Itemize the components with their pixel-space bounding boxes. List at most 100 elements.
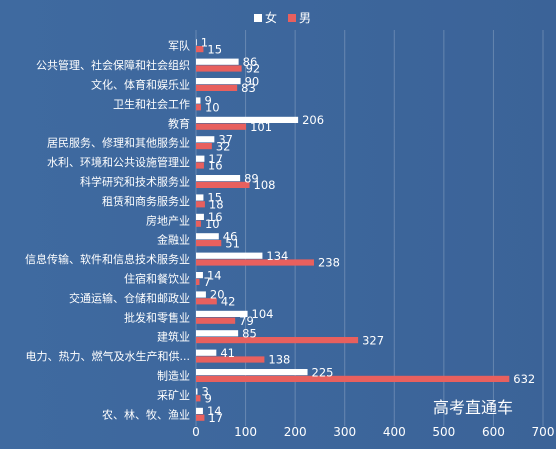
grid — [195, 30, 544, 426]
bar — [196, 181, 250, 188]
data-label: 46 — [223, 230, 238, 244]
bar — [196, 78, 241, 85]
category-label: 信息传输、软件和信息技术服务业 — [25, 252, 190, 266]
data-label: 32 — [216, 139, 231, 153]
category-label: 公共管理、社会保障和社会组织 — [36, 58, 190, 72]
bar — [196, 162, 204, 169]
bar — [196, 259, 314, 266]
data-label: 225 — [312, 365, 334, 379]
x-tick-label: 400 — [383, 425, 406, 439]
category-label: 金融业 — [157, 233, 190, 247]
category-label: 电力、热力、燃气及水生产和供... — [26, 349, 191, 363]
category-label: 文化、体育和娱乐业 — [91, 78, 190, 92]
bar — [196, 369, 308, 376]
data-label: 17 — [208, 411, 223, 425]
data-label: 104 — [252, 307, 274, 321]
bar — [196, 291, 206, 298]
bar — [196, 375, 510, 382]
x-tick-label: 500 — [432, 425, 455, 439]
bar — [196, 194, 204, 201]
bar — [196, 252, 263, 259]
data-label: 89 — [244, 171, 259, 185]
watermark: 高考直通车 — [433, 398, 513, 417]
bar — [196, 349, 217, 356]
data-label: 15 — [207, 42, 222, 56]
bar — [196, 175, 241, 182]
x-tick-label: 300 — [333, 425, 356, 439]
category-label: 租赁和商务服务业 — [102, 194, 190, 208]
data-label: 7 — [203, 275, 210, 289]
x-tick-label: 100 — [234, 425, 257, 439]
bar — [196, 201, 205, 208]
bar — [196, 310, 248, 317]
bar — [196, 407, 203, 414]
category-label: 住宿和餐饮业 — [124, 272, 190, 286]
category-label: 采矿业 — [157, 389, 190, 402]
category-label: 建筑业 — [157, 330, 190, 344]
bar — [196, 97, 201, 104]
bar — [196, 136, 215, 143]
data-label: 632 — [513, 372, 535, 386]
data-label: 206 — [302, 113, 324, 127]
bar — [196, 46, 204, 53]
bar — [196, 143, 212, 150]
data-label: 37 — [218, 133, 233, 147]
data-label: 51 — [225, 236, 240, 250]
category-label: 交通运输、仓储和邮政业 — [69, 291, 190, 305]
data-label: 10 — [205, 217, 220, 231]
data-label: 238 — [318, 256, 340, 270]
bar — [196, 278, 200, 285]
category-label: 军队 — [168, 39, 190, 53]
bar — [196, 155, 205, 162]
data-label: 3 — [201, 385, 208, 399]
data-label: 41 — [220, 346, 235, 360]
bar — [196, 116, 299, 123]
bar — [196, 220, 201, 227]
legend-swatch — [288, 14, 296, 22]
category-labels: 军队公共管理、社会保障和社会组织文化、体育和娱乐业卫生和社会工作教育居民服务、修… — [25, 39, 190, 422]
bar — [196, 233, 219, 240]
data-label: 9 — [204, 392, 211, 406]
data-label: 20 — [210, 288, 225, 302]
data-label: 42 — [221, 295, 236, 309]
bar — [196, 65, 242, 72]
category-label: 制造业 — [157, 369, 190, 383]
category-label: 卫生和社会工作 — [113, 97, 190, 111]
bar — [196, 414, 205, 421]
data-label: 108 — [254, 178, 276, 192]
bar — [196, 337, 359, 344]
x-tick-label: 600 — [482, 425, 505, 439]
data-label: 18 — [209, 198, 224, 212]
data-label: 16 — [208, 159, 223, 173]
category-label: 居民服务、修理和其他服务业 — [47, 136, 190, 150]
data-label: 1 — [201, 36, 208, 50]
category-label: 科学研究和技术服务业 — [80, 175, 190, 189]
data-label: 9 — [204, 94, 211, 108]
bar — [196, 240, 222, 247]
x-tick-label: 700 — [532, 425, 555, 439]
data-label: 15 — [207, 191, 222, 205]
bar — [196, 104, 201, 111]
data-label: 16 — [208, 210, 223, 224]
category-label: 水利、环境和公共设施管理业 — [47, 155, 190, 169]
x-axis: 0 100 200 300 400 500 600 700 — [192, 425, 554, 439]
data-label: 327 — [362, 333, 384, 347]
bars — [196, 39, 510, 421]
bar — [196, 39, 197, 46]
legend: 女男 — [254, 10, 311, 25]
legend-label: 男 — [299, 11, 311, 25]
data-label: 92 — [246, 62, 261, 76]
bar — [196, 84, 238, 91]
data-label: 79 — [239, 314, 254, 328]
bar — [196, 58, 239, 65]
bar — [196, 356, 265, 363]
data-label: 85 — [242, 327, 257, 341]
bar — [196, 388, 198, 395]
x-tick-label: 200 — [284, 425, 307, 439]
data-label: 101 — [250, 120, 272, 134]
data-label: 138 — [268, 353, 290, 367]
category-label: 房地产业 — [146, 213, 190, 227]
data-label: 83 — [241, 81, 256, 95]
category-label: 教育 — [168, 116, 190, 130]
category-label: 农、林、牧、渔业 — [102, 407, 190, 421]
